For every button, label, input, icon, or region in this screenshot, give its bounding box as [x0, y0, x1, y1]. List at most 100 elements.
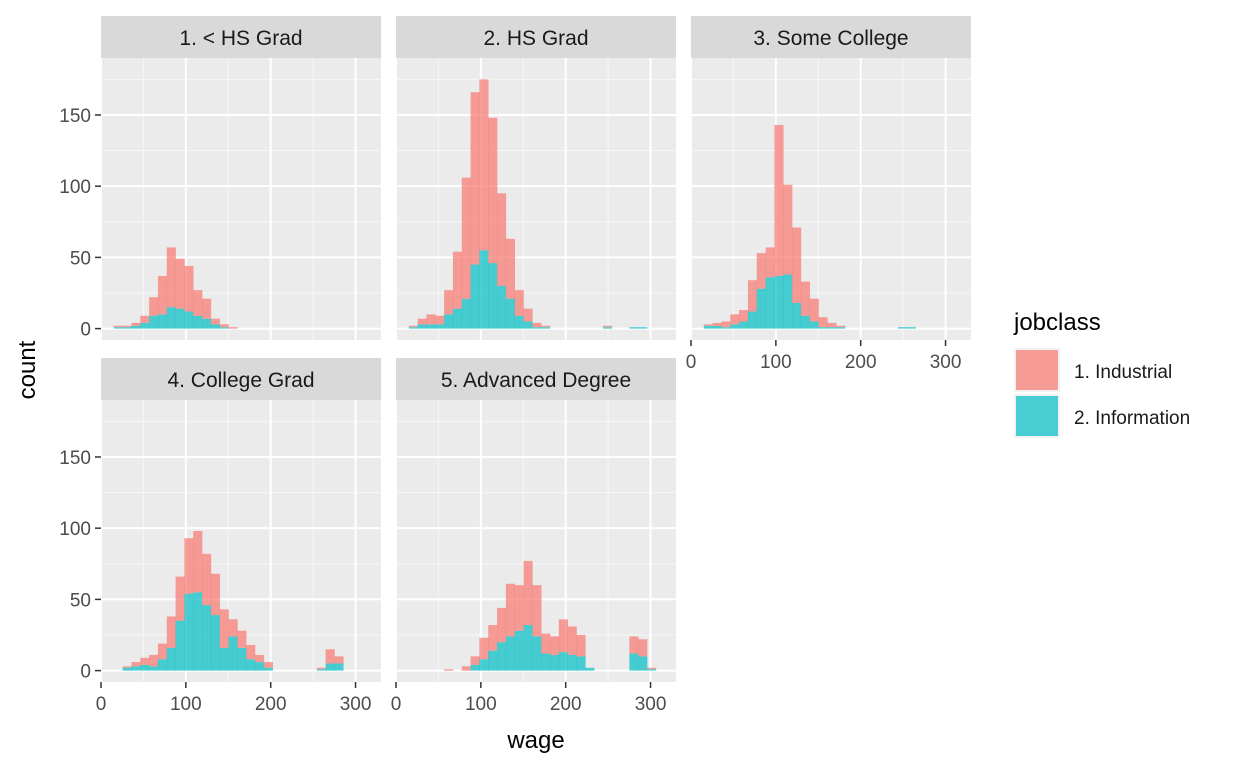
y-tick-label: 0 [80, 662, 91, 683]
legend: jobclass 1. Industrial 2. Information [1013, 309, 1190, 438]
bar-information [122, 667, 132, 671]
bar-information [809, 321, 819, 329]
bar-industrial [541, 325, 551, 328]
bar-information [140, 664, 150, 671]
bar-information [827, 327, 837, 329]
bar-industrial [452, 251, 463, 309]
bar-information [246, 659, 256, 671]
bar-industrial [730, 314, 740, 325]
bar-information [523, 321, 533, 329]
bar-information [497, 642, 507, 671]
legend-title: jobclass [1013, 309, 1101, 336]
bar-information [523, 625, 533, 671]
bar-information [131, 325, 141, 329]
bar-information [638, 656, 648, 671]
bar-information [210, 615, 221, 671]
bar-industrial [149, 297, 159, 316]
facet-strip-label: 5. Advanced Degree [441, 369, 631, 392]
bar-industrial [792, 227, 802, 303]
bar-industrial [497, 193, 507, 286]
facet-strip [691, 16, 971, 58]
bar-information [514, 315, 524, 329]
bar-industrial [523, 560, 533, 626]
bar-industrial [166, 616, 176, 648]
legend-swatch-industrial [1016, 350, 1058, 390]
bar-information [747, 311, 758, 329]
bar-industrial [479, 79, 489, 251]
bar-industrial [558, 619, 568, 653]
bar-information [721, 327, 731, 329]
bar-industrial [417, 318, 427, 325]
bar-information [774, 275, 784, 329]
bar-information [800, 315, 811, 329]
bar-industrial [647, 667, 657, 670]
bar-information [193, 592, 203, 671]
bar-information [818, 327, 828, 329]
bar-information [479, 659, 489, 671]
bar-information [765, 277, 775, 329]
bar-information [497, 285, 507, 329]
bar-industrial [113, 325, 123, 328]
legend-swatch-information [1016, 396, 1058, 436]
bar-industrial [488, 117, 498, 264]
bar-information [461, 298, 471, 329]
bar-industrial [175, 576, 185, 621]
bar-information [140, 322, 150, 329]
bar-industrial [408, 325, 418, 328]
x-tick-label: 200 [845, 352, 877, 373]
bar-industrial [721, 321, 731, 328]
bar-industrial [157, 643, 168, 660]
bar-information [193, 315, 203, 329]
bar-industrial [836, 325, 846, 328]
facet-panel-5: 5. Advanced Degree 0 100 200 300 [391, 358, 676, 715]
bar-industrial [827, 322, 837, 328]
bar-industrial [532, 322, 542, 328]
bar-industrial [602, 325, 613, 328]
bar-information [756, 288, 766, 329]
bar-industrial [435, 315, 445, 325]
legend-label-industrial: 1. Industrial [1074, 362, 1172, 383]
bar-information [452, 308, 463, 329]
y-tick-label: 150 [59, 448, 91, 469]
bar-industrial [193, 290, 203, 316]
y-tick-label: 100 [59, 177, 91, 198]
bar-information [184, 593, 194, 671]
bar-industrial [514, 290, 524, 316]
bar-information [541, 653, 551, 671]
y-tick-label: 0 [80, 320, 91, 341]
bar-information [316, 669, 326, 671]
bar-information [647, 669, 657, 671]
bar-industrial [567, 626, 577, 655]
bar-industrial [629, 636, 639, 654]
x-tick-label: 200 [255, 694, 287, 715]
x-axis-title: wage [506, 727, 564, 754]
bar-industrial [210, 318, 221, 325]
bar-industrial [246, 644, 256, 660]
facet-strip [396, 16, 676, 58]
bar-industrial [193, 531, 203, 593]
legend-label-information: 2. Information [1074, 408, 1190, 429]
bar-information [505, 636, 516, 671]
bar-industrial [739, 310, 749, 322]
bar-information [629, 653, 639, 671]
bar-information [906, 327, 916, 329]
y-axis-title: count [14, 340, 41, 399]
facet-strip-label: 1. < HS Grad [179, 27, 302, 50]
y-tick-label: 150 [59, 106, 91, 127]
bar-information [505, 298, 516, 329]
facet-panel-4: 4. College Grad 0 50 100 150 0 100 200 300 [59, 358, 381, 715]
bar-industrial [202, 298, 212, 319]
bar-information [897, 327, 908, 329]
bar-information [783, 274, 793, 329]
bar-information [325, 663, 335, 671]
bar-information [175, 308, 185, 329]
bar-information [638, 327, 648, 329]
bar-industrial [523, 308, 533, 322]
bar-information [166, 647, 176, 671]
bar-information [202, 318, 212, 329]
bar-industrial [122, 325, 132, 328]
bar-industrial [497, 607, 507, 643]
bar-information [202, 605, 212, 671]
bar-industrial [140, 315, 150, 323]
